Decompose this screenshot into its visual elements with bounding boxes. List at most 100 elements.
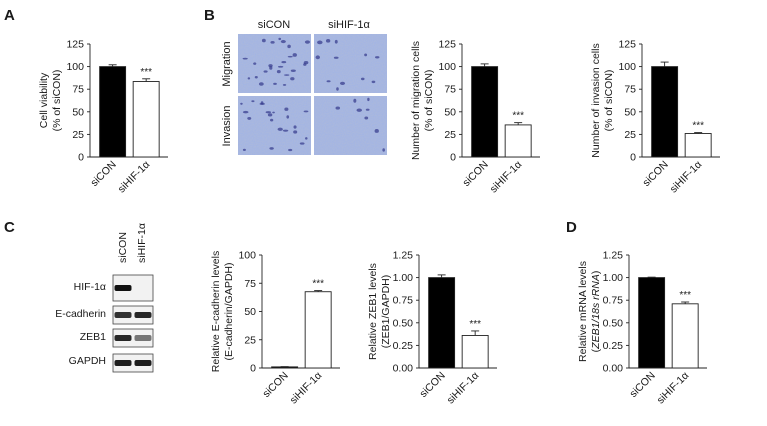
cell-dot: [353, 98, 357, 103]
cell-dot: [272, 111, 275, 114]
micrograph-panel: siCON siHIF-1α Migration Invasion: [221, 19, 387, 155]
bar-1: [132, 81, 160, 158]
cell-dot: [292, 53, 297, 57]
cell-dot: [305, 137, 308, 140]
cell-dot: [382, 148, 385, 152]
x-category-label: siCON: [460, 159, 490, 189]
cell-dot: [364, 116, 369, 120]
y-tick-label: 0: [630, 152, 636, 164]
cell-dot: [247, 117, 252, 120]
y-tick-label: 1.25: [603, 250, 624, 262]
bar-1: [304, 291, 332, 369]
cell-dot: [303, 61, 309, 65]
significance-label: ***: [679, 290, 691, 301]
y-tick-label: 75: [244, 278, 256, 290]
y-tick-label: 75: [444, 84, 456, 96]
cell-dot: [335, 106, 341, 110]
cell-dot: [267, 113, 273, 117]
cell-dot: [277, 127, 283, 131]
micrograph-col-label-sicon: siCON: [258, 19, 290, 31]
blot-band: [114, 285, 132, 291]
y-tick-label: 0.50: [393, 317, 414, 329]
y-tick-label: 100: [66, 61, 84, 73]
cell-dot: [240, 102, 243, 105]
blot-band: [114, 312, 132, 318]
cell-dot: [265, 111, 272, 114]
cell-dot: [356, 108, 362, 112]
cell-dot: [287, 44, 291, 49]
significance-label: ***: [692, 121, 704, 132]
micrograph-invasion-sihif: [314, 96, 387, 155]
y-axis-label: Cell viability(% of siCON): [38, 70, 63, 132]
blot-strip-ecadherin: [112, 305, 154, 325]
cell-dot: [280, 40, 286, 44]
cell-dot: [260, 101, 264, 105]
panel-label-b: B: [204, 7, 215, 24]
cell-dot: [290, 77, 295, 81]
blot-band: [134, 312, 152, 318]
blot-strip-zeb1: [112, 328, 154, 348]
cell-dot: [269, 147, 274, 150]
y-tick-label: 100: [438, 61, 456, 73]
y-tick-label: 125: [618, 39, 636, 51]
bar-0: [471, 66, 499, 158]
y-tick-label: 0.25: [603, 340, 624, 352]
cell-dot: [371, 80, 376, 84]
x-category-label: siHIF-1α: [116, 159, 153, 196]
cell-dot: [276, 69, 281, 74]
significance-label: ***: [312, 279, 324, 290]
micrograph-row-label-migration: Migration: [221, 41, 233, 86]
cell-dot: [282, 129, 289, 132]
x-category-label: siHIF-1α: [488, 159, 525, 196]
cell-dot: [278, 37, 282, 41]
bar-0: [99, 66, 127, 158]
y-axis-label: Number of invasion cells(% of siCON): [590, 43, 615, 157]
y-tick-label: 0.75: [603, 295, 624, 307]
cell-dot: [270, 40, 275, 44]
cell-dot: [287, 55, 293, 58]
y-axis-label: Relative mRNA levels(ZEB1/18s rRNA): [577, 261, 602, 362]
blot-lane-label-sihif: siHIF-1α: [136, 223, 148, 263]
cell-dot: [242, 110, 249, 114]
x-category-label: siCON: [88, 159, 118, 189]
y-tick-label: 125: [66, 39, 84, 51]
chart-cell-viability: 0 25 50 75 100 125 Cell viability(% of siCON) s…: [38, 39, 168, 196]
cell-dot: [336, 87, 339, 91]
cell-dot: [334, 39, 338, 44]
cell-dot: [374, 56, 380, 59]
cell-dot: [286, 115, 290, 119]
cell-dot: [270, 118, 274, 122]
y-tick-label: 25: [244, 334, 256, 346]
cell-dot: [339, 81, 346, 86]
y-tick-label: 1.00: [603, 272, 624, 284]
y-tick-label: 1.00: [393, 272, 414, 284]
y-tick-label: 50: [624, 106, 636, 118]
cell-dot: [367, 97, 370, 102]
cell-dot: [263, 70, 268, 73]
bar-1: [671, 303, 699, 369]
cell-dot: [374, 129, 379, 133]
micrograph-row-label-invasion: Invasion: [221, 106, 233, 147]
cell-dot: [251, 100, 255, 103]
cell-dot: [364, 53, 368, 57]
cell-dot: [317, 40, 323, 45]
cell-dot: [360, 77, 365, 81]
cell-dot: [325, 39, 331, 43]
blot-lane-label-sicon: siCON: [117, 232, 129, 263]
y-tick-label: 0.25: [393, 340, 414, 352]
y-tick-label: 100: [618, 61, 636, 73]
panel-label-c: C: [4, 219, 15, 236]
y-tick-label: 0: [250, 363, 256, 375]
cell-dot: [282, 84, 287, 86]
significance-label: ***: [469, 319, 481, 330]
micrograph-invasion-sicon: [238, 96, 311, 155]
bar-0: [428, 277, 456, 369]
y-tick-label: 0.00: [393, 363, 414, 375]
y-axis-label: Relative ZEB1 levels(ZEB1/GAPDH): [367, 263, 392, 360]
y-tick-label: 25: [624, 129, 636, 141]
